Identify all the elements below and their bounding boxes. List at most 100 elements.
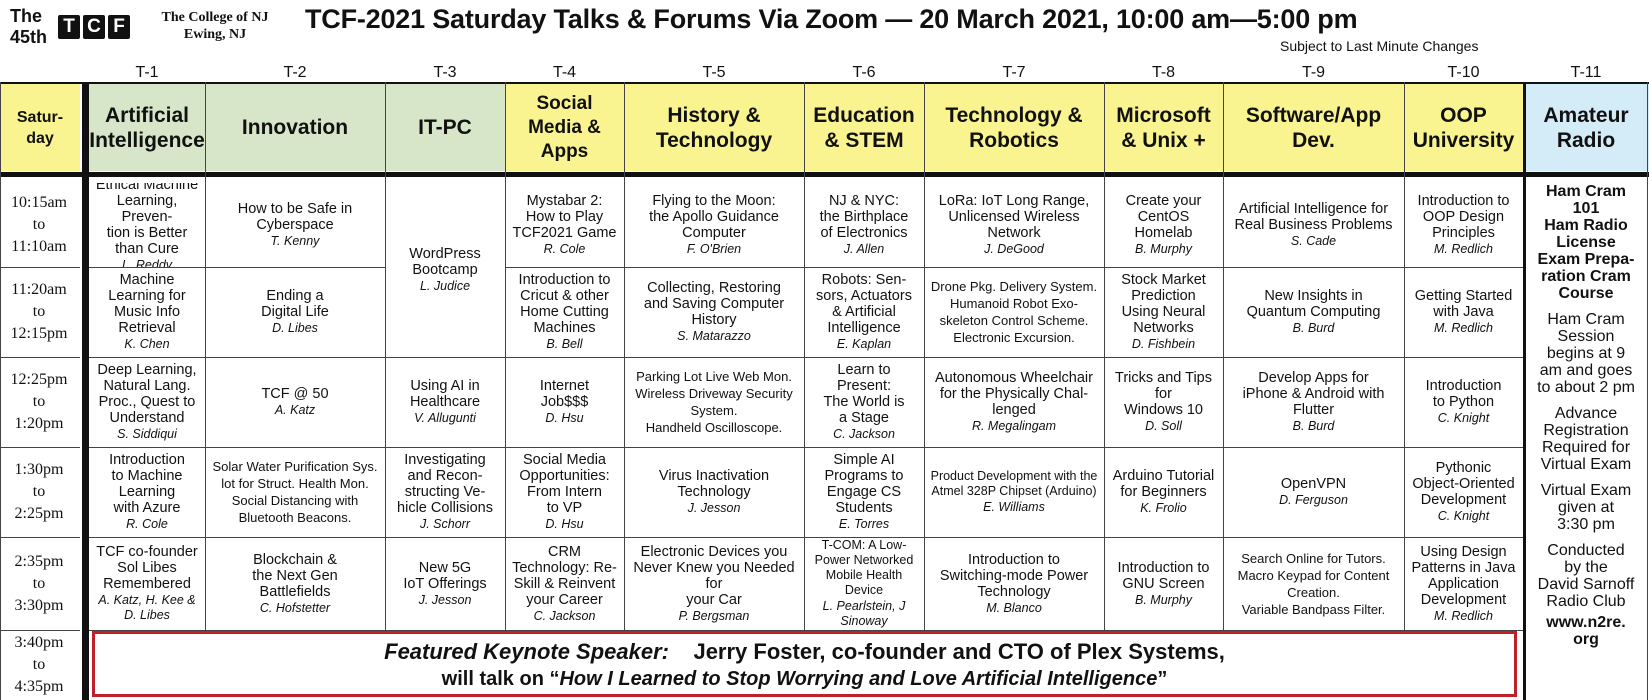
session-cell: Using AI in Healthcare V. Allugunti [385,357,505,447]
session-cell: Social Media Opportunities: From Intern … [505,447,624,537]
session-speaker: C. Hofstetter [259,600,331,615]
session-speaker: S. Cade [1290,234,1337,248]
session-cell: TCF co-founder Sol Libes Remembered A. Ka… [89,537,205,630]
time-start: 2:35pm [14,552,64,570]
time-start: 12:25pm [10,371,68,388]
college-name: The College of NJ Ewing, NJ [150,9,280,43]
keynote-line2: will talk on “How I Learned to Stop Worr… [95,668,1514,691]
time-to: to [32,483,46,500]
session-title: Social Media Opportunities: From Intern … [519,452,610,516]
subject-note: Subject to Last Minute Changes [1280,38,1479,54]
session-speaker: L. Judice [419,279,471,293]
session-speaker: D. Ferguson [1279,493,1348,507]
track-number: T-3 [433,64,457,81]
grid-line [624,357,804,358]
session-title: Simple AI Programs to Engage CS Students [824,452,904,516]
session-speaker: K. Frolio [1140,501,1187,515]
grid-line [0,447,80,448]
grid-line [82,82,89,700]
session-cell: Introduction to GNU Screen B. Murphy [1104,537,1223,630]
track-number: T-11 [1570,64,1602,81]
session-speaker: D. Soll [1145,419,1182,433]
session-title: Using Design Patterns in Java Applicatio… [1411,543,1516,608]
the-text: The [10,6,43,26]
grid-line [505,357,624,358]
grid-line [505,267,624,268]
grid-line [205,630,385,631]
session-title: Arduino Tutorial for Beginners [1112,468,1215,500]
session-title: CRM Technology: Re- Skill & Reinvent you… [512,543,617,608]
session-cell: Autonomous Wheelchair for the Physically… [924,357,1104,447]
time-end: 11:10am [11,238,67,255]
track-number: T-9 [1301,64,1326,81]
session-title: Create your CentOS Homelab [1125,193,1202,241]
session-title: Robots: Sen- sors, Actuators & Artificia… [816,272,912,336]
session-cell: Collecting, Restoring and Saving Compute… [624,267,804,357]
session-title: LoRa: IoT Long Range, Unlicensed Wireles… [938,193,1090,241]
session-title: OpenVPN [1280,476,1347,492]
session-cell: OpenVPN D. Ferguson [1223,447,1404,537]
session-cell: Getting Started with Java M. Redlich [1404,267,1523,357]
session-speaker: D. Fishbein [1131,337,1196,351]
session-title: Artificial Intelligence for Real Busines… [1234,201,1393,233]
session-speaker: L. Pearlstein, J Sinoway [822,599,906,628]
grid-line [1223,447,1404,448]
grid-line [505,630,624,631]
session-speaker: C. Knight [1437,509,1490,523]
session-cell: LoRa: IoT Long Range, Unlicensed Wireles… [924,183,1104,267]
session-item: Solar Water Purification Sys. [212,459,378,474]
time-slot: 11:20am to 12:15pm [0,267,78,357]
grid-line [804,630,924,631]
time-start: 10:15am [11,194,67,211]
registration-note: Advance Registration Required for Virtua… [1540,405,1632,473]
session-title: Pythonic Object-Oriented Development [1412,460,1515,508]
session-item: System. [690,403,738,418]
track-header: Technology & Robotics [924,84,1104,171]
tcf-logo: T C F [58,15,130,39]
grid-line [505,447,624,448]
grid-line [0,82,1649,84]
grid-line [89,267,205,268]
keynote-prefix: will talk on “ [441,668,560,690]
grid-line [1404,357,1523,358]
session-speaker: B. Murphy [1135,242,1192,256]
keynote-line1: Featured Keynote Speaker: Jerry Foster, … [95,639,1514,665]
session-title: Introduction to GNU Screen [1117,559,1210,592]
grid-line [385,357,505,358]
keynote-talk-title: How I Learned to Stop Worrying and Love … [559,668,1158,690]
conducted-by: Conducted by the David Sarnoff Radio Clu… [1537,542,1635,610]
session-title: TCF @ 50 [261,386,329,402]
session-cell: Arduino Tutorial for Beginners K. Frolio [1104,447,1223,537]
grid-line [385,82,386,630]
track-number: T-8 [1151,64,1176,81]
session-cell: Learn to Present: The World is a Stage C.… [804,357,924,447]
session-speaker: J. Schorr [419,517,470,531]
session-cell: Simple AI Programs to Engage CS Students… [804,447,924,537]
grid-line [1104,630,1223,631]
track-header: History & Technology [624,84,804,171]
grid-line [205,537,385,538]
grid-line [205,267,385,268]
keynote-banner: Featured Keynote Speaker: Jerry Foster, … [92,631,1517,697]
grid-line [924,447,1104,448]
session-item: Drone Pkg. Delivery System. [930,279,1098,294]
session-speaker: R. Megalingam [971,419,1057,433]
track-number: T-4 [552,64,577,81]
grid-line [505,537,624,538]
keynote-suffix: ” [1157,668,1168,690]
session-cell: NJ & NYC: the Birthplace of Electronics J… [804,183,924,267]
session-cell: Electronic Devices you Never Knew you Ne… [624,537,804,630]
edition-number: 45th [10,27,48,47]
session-speaker: B. Bell [546,337,583,351]
grid-line [1404,537,1523,538]
radio-club-url[interactable]: www.n2re. org [1546,614,1626,648]
session-cell: TCF @ 50 A. Katz [205,357,385,447]
grid-line [1104,267,1223,268]
session-speaker: V. Allugunti [414,411,476,425]
session-title: T-COM: A Low- Power Networked Mobile Hea… [814,538,914,597]
grid-line [1647,82,1648,700]
session-speaker: B. Burd [1292,321,1335,335]
session-cell: T-COM: A Low- Power Networked Mobile Hea… [804,537,924,630]
session-title: Using AI in Healthcare [409,378,481,410]
edition-label: The 45th [10,6,47,48]
